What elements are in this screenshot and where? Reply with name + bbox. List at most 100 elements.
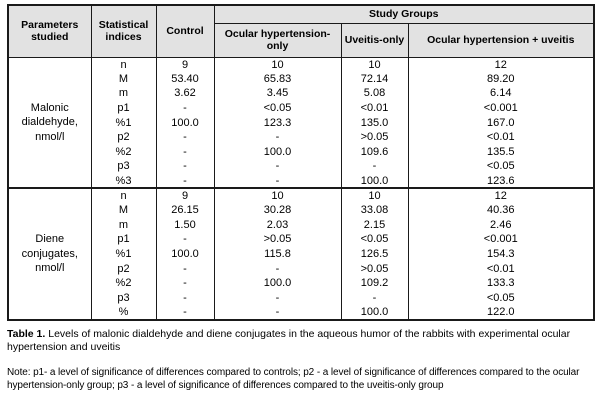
cell-oh-only: 65.83 — [213, 71, 342, 87]
table-row: m 1.50 2.03 2.15 2.46 — [8, 217, 595, 233]
cell-oh-uveitis: 135.5 — [407, 144, 595, 160]
cell-oh-only: - — [213, 129, 342, 145]
cell-control: 26.15 — [155, 202, 215, 218]
col-header-statistical-indices: Statistical indices — [90, 4, 157, 58]
stat-index: p1 — [90, 100, 157, 116]
cell-oh-only: 123.3 — [213, 115, 342, 130]
table-row: %2 - 100.0 109.2 133.3 — [8, 275, 595, 291]
cell-uveitis-only: 10 — [340, 57, 409, 72]
stat-index: n — [90, 57, 157, 72]
cell-uveitis-only: <0.01 — [340, 100, 409, 116]
cell-oh-uveitis: 154.3 — [407, 246, 595, 262]
table-row: %1 100.0 115.8 126.5 154.3 — [8, 246, 595, 262]
page: Parameters studied Statistical indices C… — [7, 4, 596, 392]
parameter-label: Diene conjugates, nmol/l — [7, 188, 92, 320]
table-row: p1 - <0.05 <0.01 <0.001 — [8, 100, 595, 116]
cell-oh-uveitis: 122.0 — [407, 305, 595, 320]
cell-uveitis-only: 33.08 — [340, 202, 409, 218]
section-malonic-dialdehyde: Malonic dialdehyde, nmol/l n 9 10 10 12 … — [7, 57, 595, 189]
cell-control: - — [155, 232, 215, 247]
cell-oh-uveitis: <0.001 — [407, 100, 595, 116]
cell-uveitis-only: 2.15 — [340, 217, 409, 233]
cell-control: - — [155, 305, 215, 320]
table-row: p2 - - >0.05 <0.01 — [8, 129, 595, 145]
cell-control: 9 — [155, 188, 215, 203]
cell-oh-only: - — [213, 290, 342, 306]
cell-oh-only: - — [213, 261, 342, 276]
stat-index: %1 — [90, 115, 157, 130]
cell-oh-only: - — [213, 159, 342, 174]
stat-index: n — [90, 188, 157, 203]
stat-index: m — [90, 217, 157, 233]
stat-index: m — [90, 86, 157, 101]
cell-uveitis-only: 100.0 — [340, 173, 409, 189]
stat-index: p2 — [90, 261, 157, 276]
cell-uveitis-only: >0.05 — [340, 129, 409, 145]
table-note: Note: p1- a level of significance of dif… — [7, 366, 580, 392]
table-row: M 26.15 30.28 33.08 40.36 — [8, 202, 595, 218]
cell-oh-only: 2.03 — [213, 217, 342, 233]
cell-uveitis-only: <0.05 — [340, 232, 409, 247]
table-row: M 53.40 65.83 72.14 89.20 — [8, 71, 595, 87]
stat-index: % — [90, 305, 157, 320]
col-header-ocular-hypertension-only: Ocular hypertension-only — [213, 22, 342, 58]
col-header-uveitis-only: Uveitis-only — [340, 22, 409, 58]
cell-oh-only: >0.05 — [213, 232, 342, 247]
results-table: Parameters studied Statistical indices C… — [7, 4, 596, 321]
table-caption: Table 1. Levels of malonic dialdehyde an… — [7, 328, 595, 355]
cell-uveitis-only: - — [340, 159, 409, 174]
stat-index: %3 — [90, 173, 157, 189]
table-row: p3 - - - <0.05 — [8, 159, 595, 174]
table-row: %3 - - 100.0 123.6 — [8, 173, 595, 189]
table-row: Malonic dialdehyde, nmol/l n 9 10 10 12 — [7, 57, 595, 189]
cell-control: - — [155, 144, 215, 160]
cell-control: - — [155, 275, 215, 291]
cell-oh-uveitis: <0.01 — [407, 129, 595, 145]
study-groups-header: Study Groups — [213, 4, 595, 24]
stat-index: %1 — [90, 246, 157, 262]
cell-oh-uveitis: 123.6 — [407, 173, 595, 189]
cell-oh-uveitis: 133.3 — [407, 275, 595, 291]
cell-oh-uveitis: <0.05 — [407, 159, 595, 174]
cell-control: - — [155, 173, 215, 189]
table-row: %1 100.0 123.3 135.0 167.0 — [8, 115, 595, 130]
cell-oh-only: 10 — [213, 188, 342, 203]
stat-index: p3 — [90, 159, 157, 174]
cell-oh-uveitis: 6.14 — [407, 86, 595, 101]
header-row-study-groups: Parameters studied Statistical indices C… — [7, 4, 595, 58]
stat-index: %2 — [90, 144, 157, 160]
cell-oh-uveitis: 12 — [407, 57, 595, 72]
stat-index: M — [90, 202, 157, 218]
cell-uveitis-only: 109.2 — [340, 275, 409, 291]
cell-oh-uveitis: <0.01 — [407, 261, 595, 276]
cell-control: - — [155, 100, 215, 116]
table-row: Diene conjugates, nmol/l n 9 10 10 12 — [7, 188, 595, 320]
cell-uveitis-only: 10 — [340, 188, 409, 203]
cell-oh-uveitis: <0.001 — [407, 232, 595, 247]
cell-oh-only: 100.0 — [213, 275, 342, 291]
cell-uveitis-only: 100.0 — [340, 305, 409, 320]
table-row: %2 - 100.0 109.6 135.5 — [8, 144, 595, 160]
cell-oh-only: 3.45 — [213, 86, 342, 101]
cell-uveitis-only: 109.6 — [340, 144, 409, 160]
stat-index: p1 — [90, 232, 157, 247]
cell-oh-uveitis: 12 — [407, 188, 595, 203]
cell-oh-uveitis: 2.46 — [407, 217, 595, 233]
cell-control: 9 — [155, 57, 215, 72]
table-caption-text: Levels of malonic dialdehyde and diene c… — [7, 327, 571, 354]
cell-control: 100.0 — [155, 246, 215, 262]
cell-control: 53.40 — [155, 71, 215, 87]
cell-oh-only: 10 — [213, 57, 342, 72]
cell-oh-only: 30.28 — [213, 202, 342, 218]
cell-oh-uveitis: 40.36 — [407, 202, 595, 218]
table-header: Parameters studied Statistical indices C… — [7, 4, 595, 58]
cell-uveitis-only: >0.05 — [340, 261, 409, 276]
cell-control: - — [155, 159, 215, 174]
cell-uveitis-only: 72.14 — [340, 71, 409, 87]
cell-control: 100.0 — [155, 115, 215, 130]
table-row: p2 - - >0.05 <0.01 — [8, 261, 595, 276]
cell-oh-only: 100.0 — [213, 144, 342, 160]
table-row: p1 - >0.05 <0.05 <0.001 — [8, 232, 595, 247]
cell-control: - — [155, 261, 215, 276]
cell-control: - — [155, 290, 215, 306]
